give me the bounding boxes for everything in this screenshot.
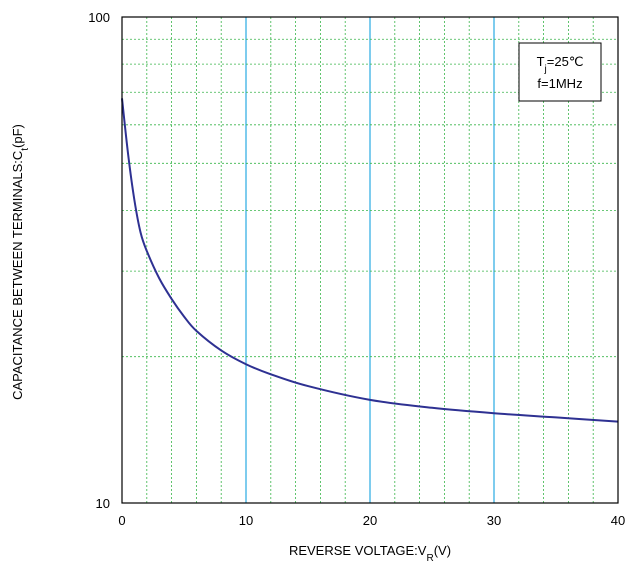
x-tick-label: 0 [118, 513, 125, 528]
series-line [121, 98, 619, 423]
y-axis-label: CAPACITANCE BETWEEN TERMINALS:Ct(pF) [10, 124, 31, 400]
legend-box: Tj=25℃ f=1MHz [518, 42, 602, 102]
y-tick-label: 10 [96, 496, 110, 511]
legend-temperature: Tj=25℃ [537, 54, 584, 75]
series-layer [121, 98, 619, 423]
x-axis-label: REVERSE VOLTAGE:VR(V) [289, 543, 451, 564]
plot-frame [121, 16, 619, 504]
legend-frame [518, 42, 602, 102]
x-tick-label: 40 [611, 513, 625, 528]
x-tick-label: 10 [239, 513, 253, 528]
legend-frequency: f=1MHz [537, 76, 582, 91]
tick-labels: 0 10 20 30 40 10 100 [88, 10, 625, 528]
x-tick-label: 20 [363, 513, 377, 528]
x-tick-label: 30 [487, 513, 501, 528]
y-tick-label: 100 [88, 10, 110, 25]
